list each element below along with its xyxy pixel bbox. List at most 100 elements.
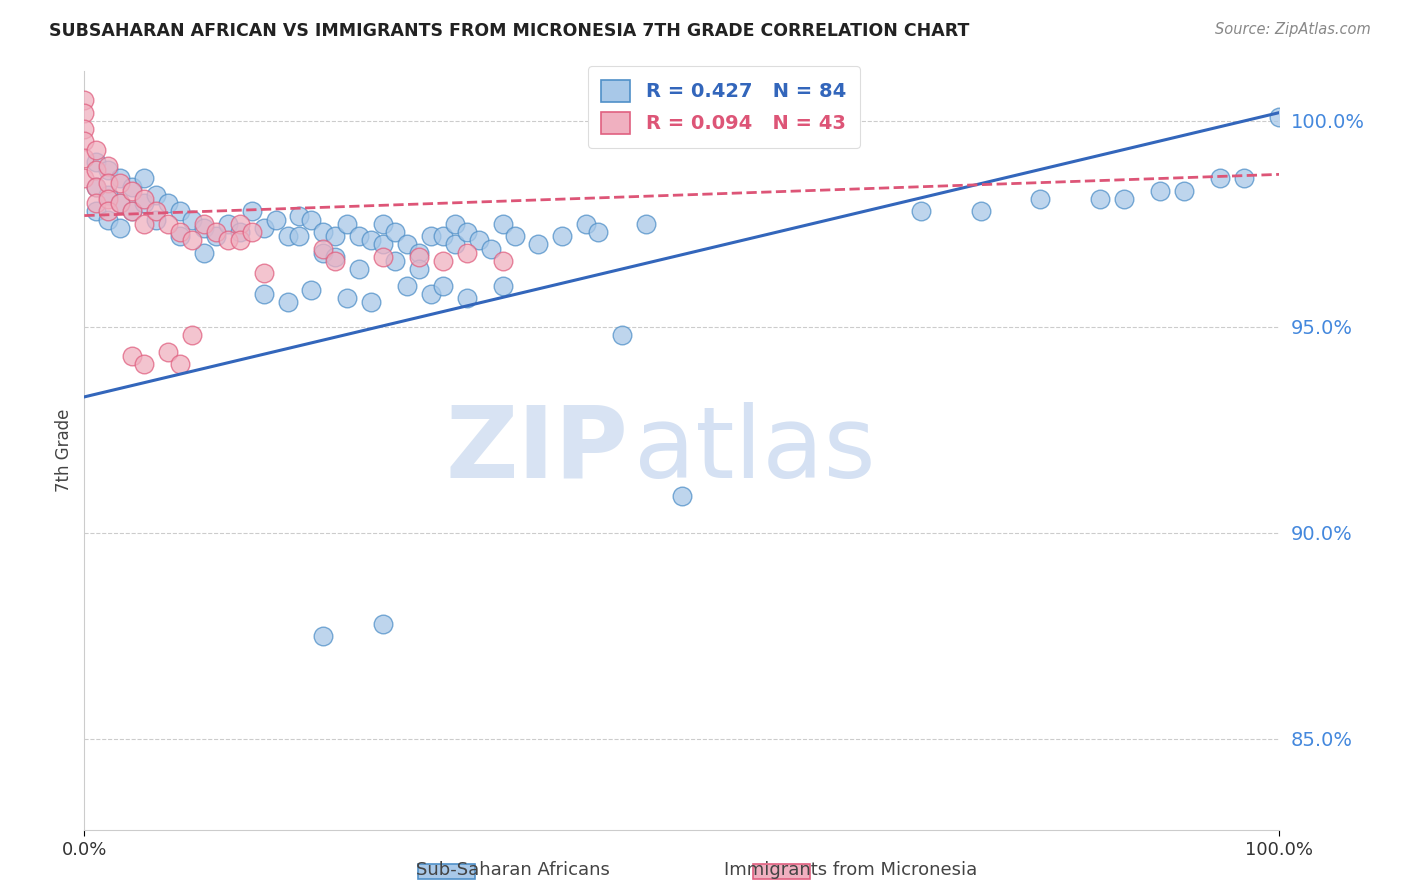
Point (325, 254, 347, 268)
Point (169, 204, 191, 219)
Point (910, 204, 932, 219)
Point (373, 237, 395, 252)
Point (444, 237, 467, 252)
Point (193, 221, 215, 235)
Point (86, 179, 108, 194)
Point (492, 217, 515, 231)
Point (132, 357, 156, 371)
Point (121, 204, 143, 219)
Point (110, 171, 132, 186)
Point (253, 221, 276, 235)
Point (588, 225, 610, 239)
Point (97, 176, 120, 190)
Point (349, 262, 371, 277)
Bar (418, 863, 475, 880)
Point (97, 163, 120, 178)
Point (503, 229, 526, 244)
Point (229, 225, 252, 239)
Point (1029, 192, 1052, 206)
Point (468, 233, 491, 247)
Point (396, 278, 419, 293)
Point (408, 262, 430, 277)
Point (121, 349, 143, 363)
Point (97, 188, 120, 202)
Point (527, 237, 550, 252)
Point (325, 229, 347, 244)
Point (229, 233, 252, 247)
Text: Sub-Saharan Africans: Sub-Saharan Africans (416, 861, 610, 879)
Point (205, 225, 228, 239)
Point (97, 159, 120, 173)
Point (408, 245, 430, 260)
Point (240, 204, 263, 219)
Legend: R = 0.427   N = 84, R = 0.094   N = 43: R = 0.427 N = 84, R = 0.094 N = 43 (588, 66, 860, 148)
Point (181, 328, 204, 343)
Text: ZIP: ZIP (446, 402, 628, 499)
Point (479, 242, 502, 256)
Point (121, 179, 143, 194)
Point (1209, 171, 1232, 186)
Point (312, 245, 335, 260)
Point (86, 155, 108, 169)
Point (181, 212, 204, 227)
Point (145, 188, 167, 202)
Point (169, 229, 191, 244)
Point (193, 245, 215, 260)
Point (336, 291, 359, 305)
Point (277, 229, 299, 244)
Point (1233, 171, 1256, 186)
Point (229, 217, 252, 231)
Point (73, 105, 96, 120)
Point (217, 233, 239, 247)
Point (612, 328, 634, 343)
Point (169, 225, 191, 239)
Point (1090, 192, 1112, 206)
Point (312, 242, 335, 256)
Point (349, 229, 371, 244)
Point (97, 212, 120, 227)
Point (86, 196, 108, 211)
Point (492, 278, 515, 293)
Point (277, 295, 299, 310)
Point (432, 229, 454, 244)
Point (97, 192, 120, 206)
Point (373, 217, 395, 231)
Point (157, 217, 180, 231)
Point (132, 192, 156, 206)
Point (145, 204, 167, 219)
Point (312, 629, 335, 643)
Point (301, 283, 323, 297)
Point (1114, 192, 1136, 206)
Text: atlas: atlas (634, 402, 876, 499)
Text: SUBSAHARAN AFRICAN VS IMMIGRANTS FROM MICRONESIA 7TH GRADE CORRELATION CHART: SUBSAHARAN AFRICAN VS IMMIGRANTS FROM MI… (49, 22, 970, 40)
Point (110, 176, 132, 190)
Point (157, 344, 180, 359)
Point (396, 237, 419, 252)
Text: Immigrants from Micronesia: Immigrants from Micronesia (724, 861, 977, 879)
Point (456, 245, 478, 260)
Point (193, 217, 215, 231)
Point (1268, 110, 1291, 124)
Point (384, 225, 406, 239)
Point (420, 229, 443, 244)
Text: Source: ZipAtlas.com: Source: ZipAtlas.com (1215, 22, 1371, 37)
Point (157, 196, 180, 211)
Point (970, 204, 993, 219)
Point (325, 250, 347, 264)
Point (360, 295, 382, 310)
Point (456, 225, 478, 239)
Y-axis label: 7th Grade: 7th Grade (55, 409, 73, 492)
Point (73, 151, 96, 165)
Point (288, 209, 311, 223)
Point (373, 616, 395, 631)
Point (145, 212, 167, 227)
Point (301, 212, 323, 227)
Point (181, 233, 204, 247)
Point (73, 93, 96, 107)
Bar (752, 863, 810, 880)
Point (240, 225, 263, 239)
Point (132, 171, 156, 186)
Point (73, 135, 96, 149)
Point (492, 254, 515, 268)
Point (132, 217, 156, 231)
